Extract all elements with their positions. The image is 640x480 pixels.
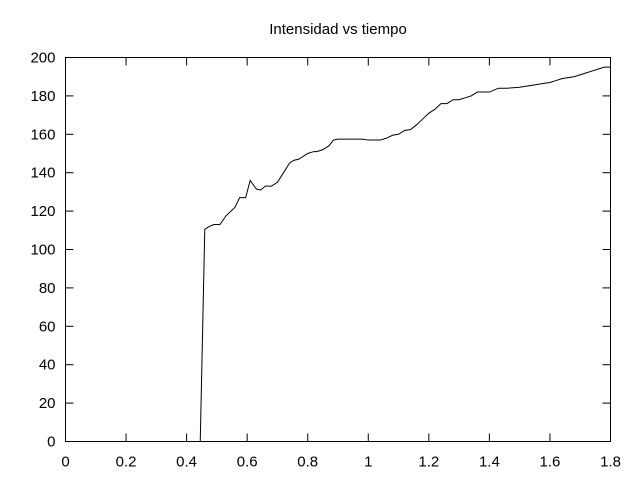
y-tick-label: 60 xyxy=(39,318,56,335)
series-layer xyxy=(199,66,611,442)
y-tick-label: 120 xyxy=(30,203,55,220)
plot-area-frame xyxy=(65,57,611,442)
x-axis: 0 0.2 0.4 0.6 0.8 1 1.2 1.4 1.6 1.8 xyxy=(61,57,621,471)
x-tick-label: 0.8 xyxy=(297,454,318,471)
y-tick-label: 80 xyxy=(39,280,56,297)
x-tick-label: 0.2 xyxy=(116,454,137,471)
x-tick-label: 0.6 xyxy=(237,454,258,471)
x-tick-label: 0.4 xyxy=(176,454,197,471)
x-tick-label: 0 xyxy=(61,454,69,471)
chart-title: Intensidad vs tiempo xyxy=(269,21,407,38)
y-tick-label: 0 xyxy=(47,434,55,451)
y-tick-label: 180 xyxy=(30,88,55,105)
x-tick-label: 1.4 xyxy=(479,454,500,471)
x-tick-label: 1.8 xyxy=(600,454,621,471)
y-tick-label: 40 xyxy=(39,357,56,374)
x-tick-label: 1 xyxy=(364,454,372,471)
y-tick-label: 140 xyxy=(30,165,55,182)
y-tick-label: 20 xyxy=(39,395,56,412)
y-axis: 0 20 40 60 80 100 120 140 160 180 200 xyxy=(30,50,611,451)
x-tick-label: 1.6 xyxy=(540,454,561,471)
y-tick-label: 200 xyxy=(30,50,55,67)
y-tick-label: 100 xyxy=(30,242,55,259)
x-tick-label: 1.2 xyxy=(418,454,439,471)
series-line-0 xyxy=(199,66,611,442)
y-tick-label: 160 xyxy=(30,126,55,143)
